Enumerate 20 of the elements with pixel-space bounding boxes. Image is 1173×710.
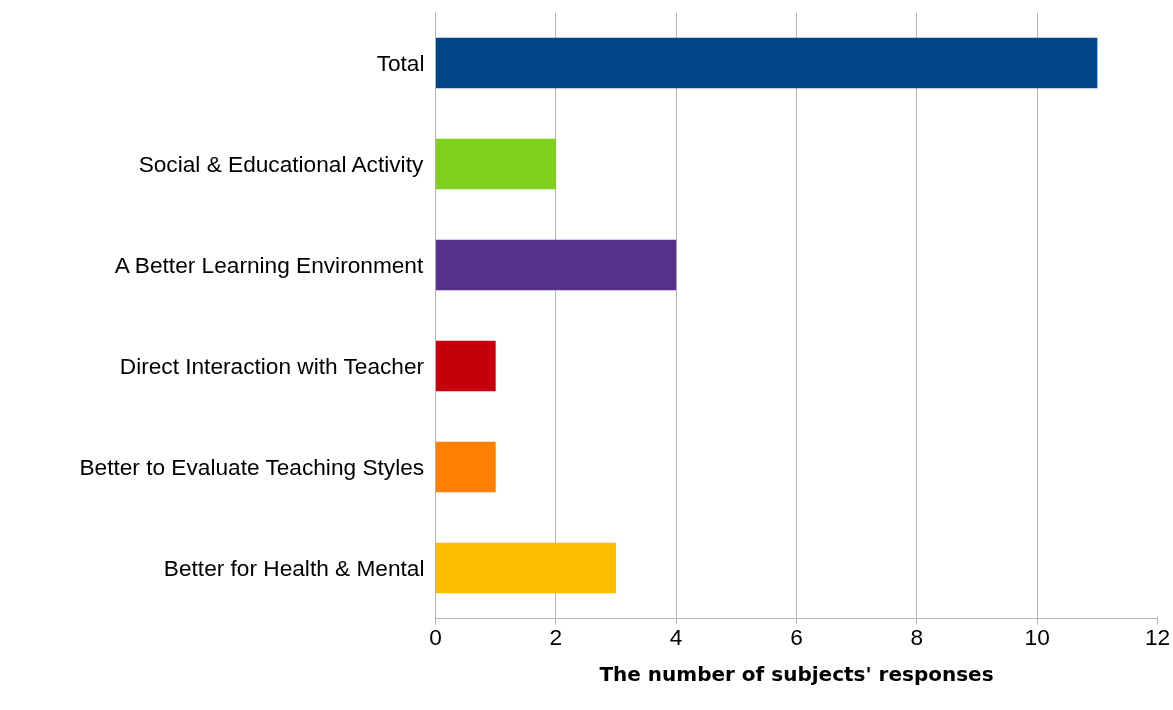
y-tick-label: Total [376, 50, 425, 76]
x-tick-label: 4 [669, 623, 683, 650]
bar [435, 138, 556, 190]
x-tick-label: 2 [549, 623, 563, 650]
x-tick-label: 10 [1024, 623, 1050, 650]
y-tick-label: Better for Health & Mental [163, 555, 425, 581]
bar [435, 441, 496, 493]
y-tick-label: Better to Evaluate Teaching Styles [79, 454, 425, 480]
y-tick-label: Social & Educational Activity [138, 151, 424, 177]
bar [435, 340, 496, 392]
y-tick-label: Direct Interaction with Teacher [119, 353, 425, 379]
x-tick-label: 8 [910, 623, 924, 650]
bar [435, 37, 1098, 89]
y-tick-label: A Better Learning Environment [114, 252, 424, 278]
x-tick-label: 6 [790, 623, 803, 650]
bar [435, 239, 677, 291]
bar [435, 542, 616, 594]
x-axis-title: The number of subjects' responses [599, 661, 994, 686]
x-tick-label: 12 [1144, 623, 1171, 650]
x-tick-label: 0 [429, 623, 442, 650]
